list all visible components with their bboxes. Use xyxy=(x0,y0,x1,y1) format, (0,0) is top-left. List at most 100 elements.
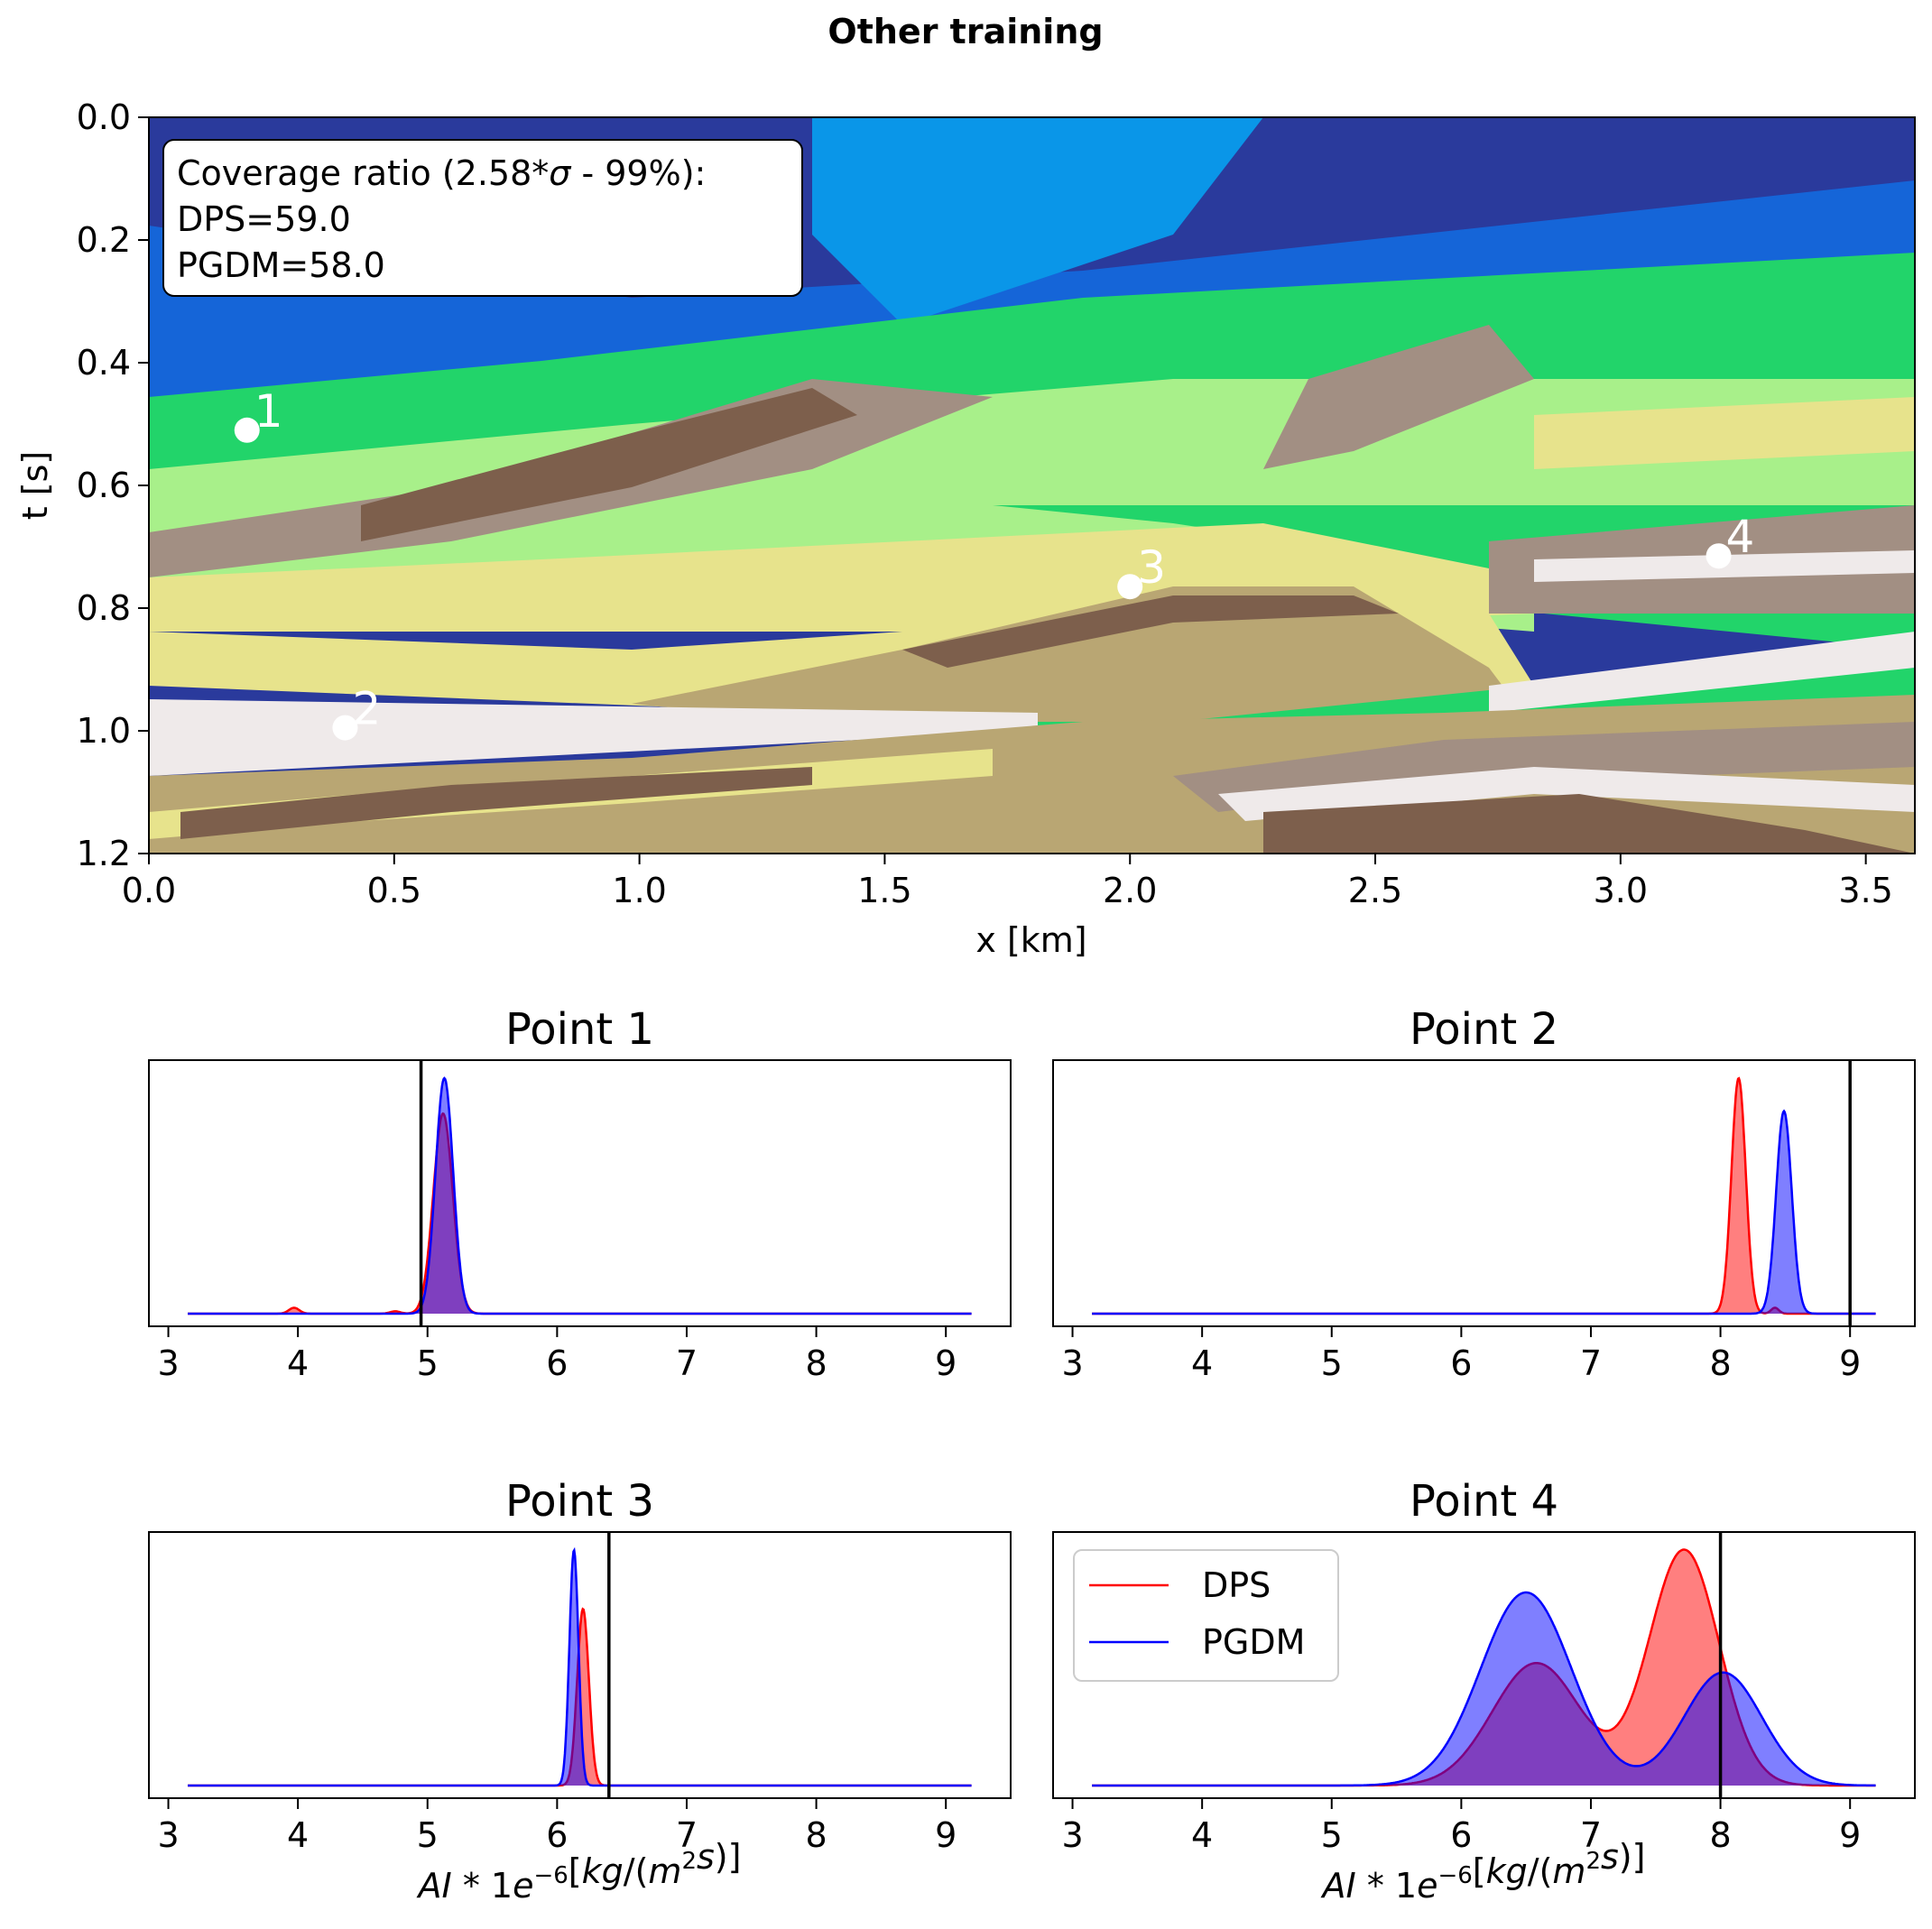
x-tick-label: 6 xyxy=(1450,1815,1472,1855)
point-marker-1 xyxy=(234,417,260,443)
layer-yellow-2 xyxy=(1534,397,1915,469)
pgdm-density-line xyxy=(1092,1109,1876,1315)
panel-title: Point 3 xyxy=(505,1476,654,1527)
section-x-label: x [km] xyxy=(975,920,1086,960)
legend-dps-label: DPS xyxy=(1202,1565,1271,1605)
layer-tan-1 xyxy=(632,586,1516,722)
point-marker-3 xyxy=(1117,574,1143,600)
x-tick-label: 5 xyxy=(1321,1343,1343,1383)
coverage-annotation: Coverage ratio (2.58*σ - 99%): DPS=59.0 … xyxy=(162,139,803,297)
legend-frame xyxy=(1073,1549,1339,1682)
layer-cyan xyxy=(812,117,1263,325)
dps-density-fill xyxy=(188,1113,972,1314)
point-markers: 1 2 3 4 xyxy=(234,385,1755,741)
x-tick-label: 5 xyxy=(1321,1815,1343,1855)
coverage-pgdm: PGDM=58.0 xyxy=(177,245,385,285)
x-tick-label: 2.0 xyxy=(1103,871,1157,910)
x-tick-label: 0.5 xyxy=(367,871,421,910)
x-tick-label: 1.0 xyxy=(612,871,666,910)
x-tick-label: 7 xyxy=(1580,1343,1602,1383)
figure-suptitle: Other training xyxy=(827,12,1103,51)
pgdm-density-fill xyxy=(188,1078,972,1314)
point-marker-label-1: 1 xyxy=(254,385,283,438)
legend-pgdm-label: PGDM xyxy=(1202,1622,1305,1662)
point-marker-4 xyxy=(1706,543,1732,569)
x-tick-label: 3.0 xyxy=(1594,871,1648,910)
y-tick-label: 0.6 xyxy=(77,466,131,505)
x-tick-label: 9 xyxy=(1839,1343,1861,1383)
point-4-panel: Point 4 3 4 5 6 7 8 9 AI * 1e−6[kg/(m2s)] xyxy=(1052,1476,1916,1906)
section-y-axis: 0.0 0.2 0.4 0.6 0.8 1.0 1.2 xyxy=(77,97,149,873)
dps-density-line xyxy=(188,1112,972,1315)
section-y-label: t [s] xyxy=(15,451,55,520)
y-tick-label: 1.2 xyxy=(77,834,131,873)
point-marker-label-4: 4 xyxy=(1726,511,1755,563)
pgdm-density-fill xyxy=(188,1550,972,1786)
legend: DPS PGDM xyxy=(1073,1549,1339,1682)
pgdm-density-fill xyxy=(1092,1592,1876,1786)
x-tick-label: 8 xyxy=(805,1815,827,1855)
layer-brown-3 xyxy=(1263,794,1915,854)
x-tick-label: 3 xyxy=(157,1343,179,1383)
panel-x-label: AI * 1e−6[kg/(m2s)] xyxy=(416,1837,742,1906)
x-tick-label: 4 xyxy=(1191,1343,1213,1383)
point-3-panel: Point 3 3 4 5 6 7 8 9 AI * 1e−6[kg/(m2s)] xyxy=(148,1476,1012,1906)
coverage-title: Coverage ratio (2.58*σ - 99%): xyxy=(177,153,706,193)
x-tick-label: 9 xyxy=(935,1815,957,1855)
panel-title: Point 2 xyxy=(1410,1004,1558,1055)
dps-density-line xyxy=(1092,1076,1876,1315)
panel-x-label: AI * 1e−6[kg/(m2s)] xyxy=(1320,1837,1646,1906)
y-tick-label: 0.0 xyxy=(77,97,131,137)
point-marker-label-2: 2 xyxy=(352,683,381,735)
x-tick-label: 0.0 xyxy=(122,871,176,910)
x-tick-label: 7 xyxy=(1580,1815,1602,1855)
layer-brown-4 xyxy=(180,767,812,839)
section-x-axis: 0.0 0.5 1.0 1.5 2.0 2.5 3.0 3.5 xyxy=(122,854,1893,910)
panel-title: Point 4 xyxy=(1410,1476,1558,1527)
layer-greybrown-2 xyxy=(1263,325,1534,469)
x-tick-label: 4 xyxy=(1191,1815,1213,1855)
dps-density-fill xyxy=(1092,1078,1876,1314)
panel-frame xyxy=(148,1531,1012,1799)
coverage-box xyxy=(162,139,803,297)
x-tick-label: 5 xyxy=(417,1343,439,1383)
layer-white-2 xyxy=(1489,632,1915,713)
x-tick-label: 8 xyxy=(1709,1343,1731,1383)
y-tick-label: 0.8 xyxy=(77,588,131,628)
y-tick-label: 0.4 xyxy=(77,343,131,383)
x-tick-label: 6 xyxy=(546,1343,568,1383)
x-tick-label: 4 xyxy=(287,1815,309,1855)
x-tick-label: 7 xyxy=(676,1815,698,1855)
x-tick-label: 9 xyxy=(1839,1815,1861,1855)
point-1-panel: Point 1 3 4 5 6 7 8 9 xyxy=(148,1004,1012,1383)
x-tick-label: 2.5 xyxy=(1348,871,1402,910)
y-tick-label: 0.2 xyxy=(77,220,131,260)
coverage-dps: DPS=59.0 xyxy=(177,199,351,239)
impedance-section-image xyxy=(149,117,1915,854)
pgdm-density-line xyxy=(1092,1591,1876,1787)
x-tick-label: 8 xyxy=(1709,1815,1731,1855)
x-tick-label: 4 xyxy=(287,1343,309,1383)
x-tick-label: 3 xyxy=(1061,1343,1083,1383)
pgdm-density-line xyxy=(188,1076,972,1315)
x-tick-label: 6 xyxy=(1450,1343,1472,1383)
x-tick-label: 5 xyxy=(417,1815,439,1855)
point-marker-2 xyxy=(332,715,358,741)
panel-frame xyxy=(1052,1531,1916,1799)
point-2-panel: Point 2 3 4 5 6 7 8 9 xyxy=(1052,1004,1916,1383)
x-tick-label: 7 xyxy=(676,1343,698,1383)
pgdm-density-fill xyxy=(1092,1111,1876,1314)
layer-white-3 xyxy=(1218,767,1915,821)
point-marker-label-3: 3 xyxy=(1137,541,1166,594)
x-tick-label: 9 xyxy=(935,1343,957,1383)
x-tick-label: 6 xyxy=(546,1815,568,1855)
layer-brown-2 xyxy=(902,595,1399,668)
layer-brown-1 xyxy=(361,388,857,541)
layer-white-fault xyxy=(149,699,1038,776)
panel-frame xyxy=(1052,1059,1916,1327)
x-tick-label: 3 xyxy=(1061,1815,1083,1855)
x-tick-label: 1.5 xyxy=(857,871,911,910)
y-tick-label: 1.0 xyxy=(77,711,131,751)
panel-title: Point 1 xyxy=(505,1004,654,1055)
